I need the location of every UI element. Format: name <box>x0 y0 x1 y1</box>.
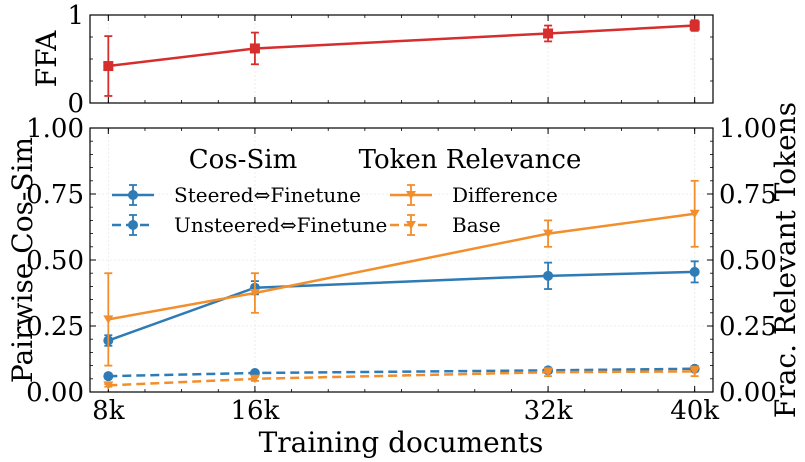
x-tick-label: 32k <box>524 396 573 426</box>
data-point <box>249 289 260 298</box>
data-point <box>689 367 700 376</box>
legend: Cos-Sim Token Relevance Steered⇔Finetune… <box>112 145 581 237</box>
legend-label: Base <box>452 213 501 237</box>
legend-title-token-relevance: Token Relevance <box>359 145 582 175</box>
data-point <box>543 229 554 239</box>
series-0 <box>103 19 700 97</box>
legend-swatch-marker <box>128 220 138 230</box>
series-line <box>108 370 695 387</box>
ffa-panel: 0 1 FFA <box>30 1 714 119</box>
data-point <box>103 61 114 72</box>
y-tick-label: 0.75 <box>26 180 84 210</box>
series-line <box>108 367 695 378</box>
y-tick-label: 0.50 <box>26 246 84 276</box>
legend-swatch-marker <box>128 190 138 200</box>
legend-label: Difference <box>452 183 558 207</box>
main-y-axis-label-left: Pairwise Cos-Sim <box>6 137 39 383</box>
series-line <box>108 24 695 68</box>
legend-item: Unsteered⇔Finetune <box>112 213 387 237</box>
main-y-axis-label-right: Frac. Relevant Tokens <box>769 102 802 418</box>
legend-title-cos-sim: Cos-Sim <box>189 145 297 175</box>
legend-label: Unsteered⇔Finetune <box>174 213 387 237</box>
legend-swatch-marker <box>406 191 416 200</box>
legend-item: Steered⇔Finetune <box>112 183 361 207</box>
ffa-axes-frame <box>89 14 714 104</box>
x-tick-label: 16k <box>230 396 279 426</box>
y-tick-label: 0 <box>67 89 84 119</box>
series-1 <box>103 363 700 382</box>
legend-item: Difference <box>390 183 558 207</box>
legend-swatch-marker <box>406 221 416 230</box>
data-point <box>689 20 700 31</box>
y-tick-label-right: 0.75 <box>719 180 777 210</box>
data-point <box>543 270 554 281</box>
main-x-axis-label: Training documents <box>259 426 544 459</box>
y-tick-label-right: 0.50 <box>719 246 777 276</box>
series-3 <box>103 365 700 390</box>
data-point <box>543 368 554 377</box>
y-tick-label: 1.00 <box>26 114 84 144</box>
data-point <box>103 371 114 382</box>
series-line <box>107 270 695 342</box>
series-line <box>108 212 695 321</box>
series-0 <box>103 260 700 347</box>
data-point <box>249 43 260 54</box>
y-tick-label-right: 0.00 <box>719 378 777 408</box>
data-point <box>689 266 700 277</box>
y-tick-label-right: 0.25 <box>719 312 777 342</box>
y-tick-label-right: 1.00 <box>719 114 777 144</box>
data-point <box>689 209 700 219</box>
y-tick-label: 1 <box>67 1 84 31</box>
data-point <box>103 315 114 324</box>
data-point <box>543 28 554 39</box>
series-2 <box>103 179 700 367</box>
legend-item: Base <box>390 213 501 237</box>
x-tick-label: 8k <box>92 396 125 426</box>
data-point <box>249 374 260 384</box>
legend-label: Steered⇔Finetune <box>174 183 361 207</box>
y-tick-label: 0.25 <box>26 312 84 342</box>
y-tick-label: 0.00 <box>26 378 84 408</box>
ffa-y-axis-label: FFA <box>30 30 63 87</box>
main-panel: 0.00 0.00 0.25 0.25 0.50 0.50 0.75 0.75 1.00 1.00… <box>6 102 802 459</box>
data-point <box>103 381 114 390</box>
x-tick-label: 40k <box>670 396 719 426</box>
